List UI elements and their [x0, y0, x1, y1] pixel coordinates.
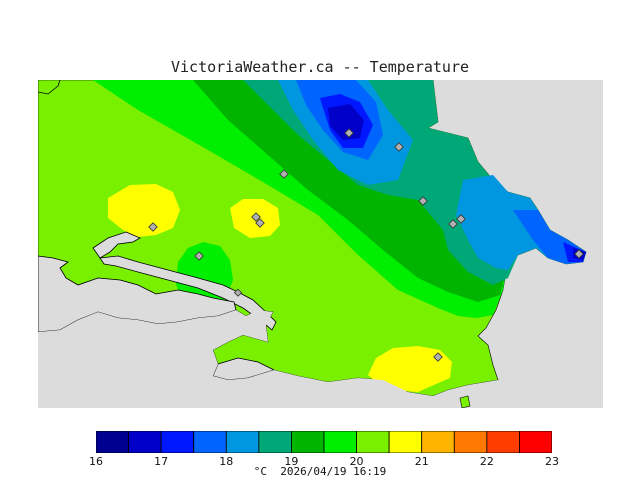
legend-bin [96, 431, 129, 453]
inlet-west [92, 231, 141, 259]
station-markers [148, 128, 584, 362]
unit-label: °C [253, 465, 268, 478]
map-title: VictoriaWeather.ca -- Temperature [170, 58, 469, 76]
legend-bin [225, 431, 260, 453]
legend-bin [388, 431, 423, 453]
color-scale-legend [96, 431, 552, 453]
diamond-station-icon[interactable] [418, 196, 428, 206]
legend-bin [486, 431, 520, 453]
map-footer: °C 2026/04/19 16:19 [0, 465, 640, 478]
diamond-station-icon[interactable] [574, 249, 584, 259]
legend-bin [193, 431, 227, 453]
legend-tick-label: 16 [89, 455, 103, 468]
legend-tick-label: 22 [479, 455, 494, 468]
diamond-station-icon[interactable] [456, 214, 466, 224]
diamond-station-icon[interactable] [433, 352, 443, 362]
legend-bin [356, 431, 390, 453]
temperature-map [38, 80, 603, 408]
diamond-station-icon[interactable] [251, 212, 261, 222]
diamond-station-icon[interactable] [394, 142, 404, 152]
legend-bin [421, 431, 455, 453]
legend-bin [323, 431, 357, 453]
legend-tick-label: 18 [219, 455, 234, 468]
diamond-station-icon[interactable] [148, 222, 158, 232]
legend-bin [160, 431, 195, 453]
warm-pocket-south [368, 346, 452, 392]
legend-tick-label: 23 [545, 455, 559, 468]
legend-bin [258, 431, 292, 453]
legend-tick-label: 20 [349, 455, 364, 468]
timestamp: 2026/04/19 16:19 [280, 465, 387, 478]
channel-gorge [99, 255, 277, 331]
band-16-5-17 [328, 104, 364, 140]
legend-tick-label: 21 [414, 455, 429, 468]
legend-bin [519, 431, 552, 453]
warm-pocket-west [108, 184, 180, 237]
coast-fragment-nw [38, 80, 61, 95]
bay-south [38, 255, 237, 333]
diamond-station-icon[interactable] [194, 251, 204, 261]
legend-tick-label: 19 [284, 455, 299, 468]
diamond-station-icon[interactable] [255, 218, 265, 228]
legend-bin [453, 431, 488, 453]
legend-tick-label: 17 [154, 455, 169, 468]
south-sea [38, 310, 503, 408]
small-island [459, 395, 471, 408]
diamond-station-icon[interactable] [344, 128, 354, 138]
diamond-station-icon[interactable] [233, 288, 243, 297]
legend-bin [291, 431, 325, 453]
diamond-station-icon[interactable] [279, 169, 289, 179]
diamond-station-icon[interactable] [448, 219, 458, 229]
legend-bin [128, 431, 162, 453]
